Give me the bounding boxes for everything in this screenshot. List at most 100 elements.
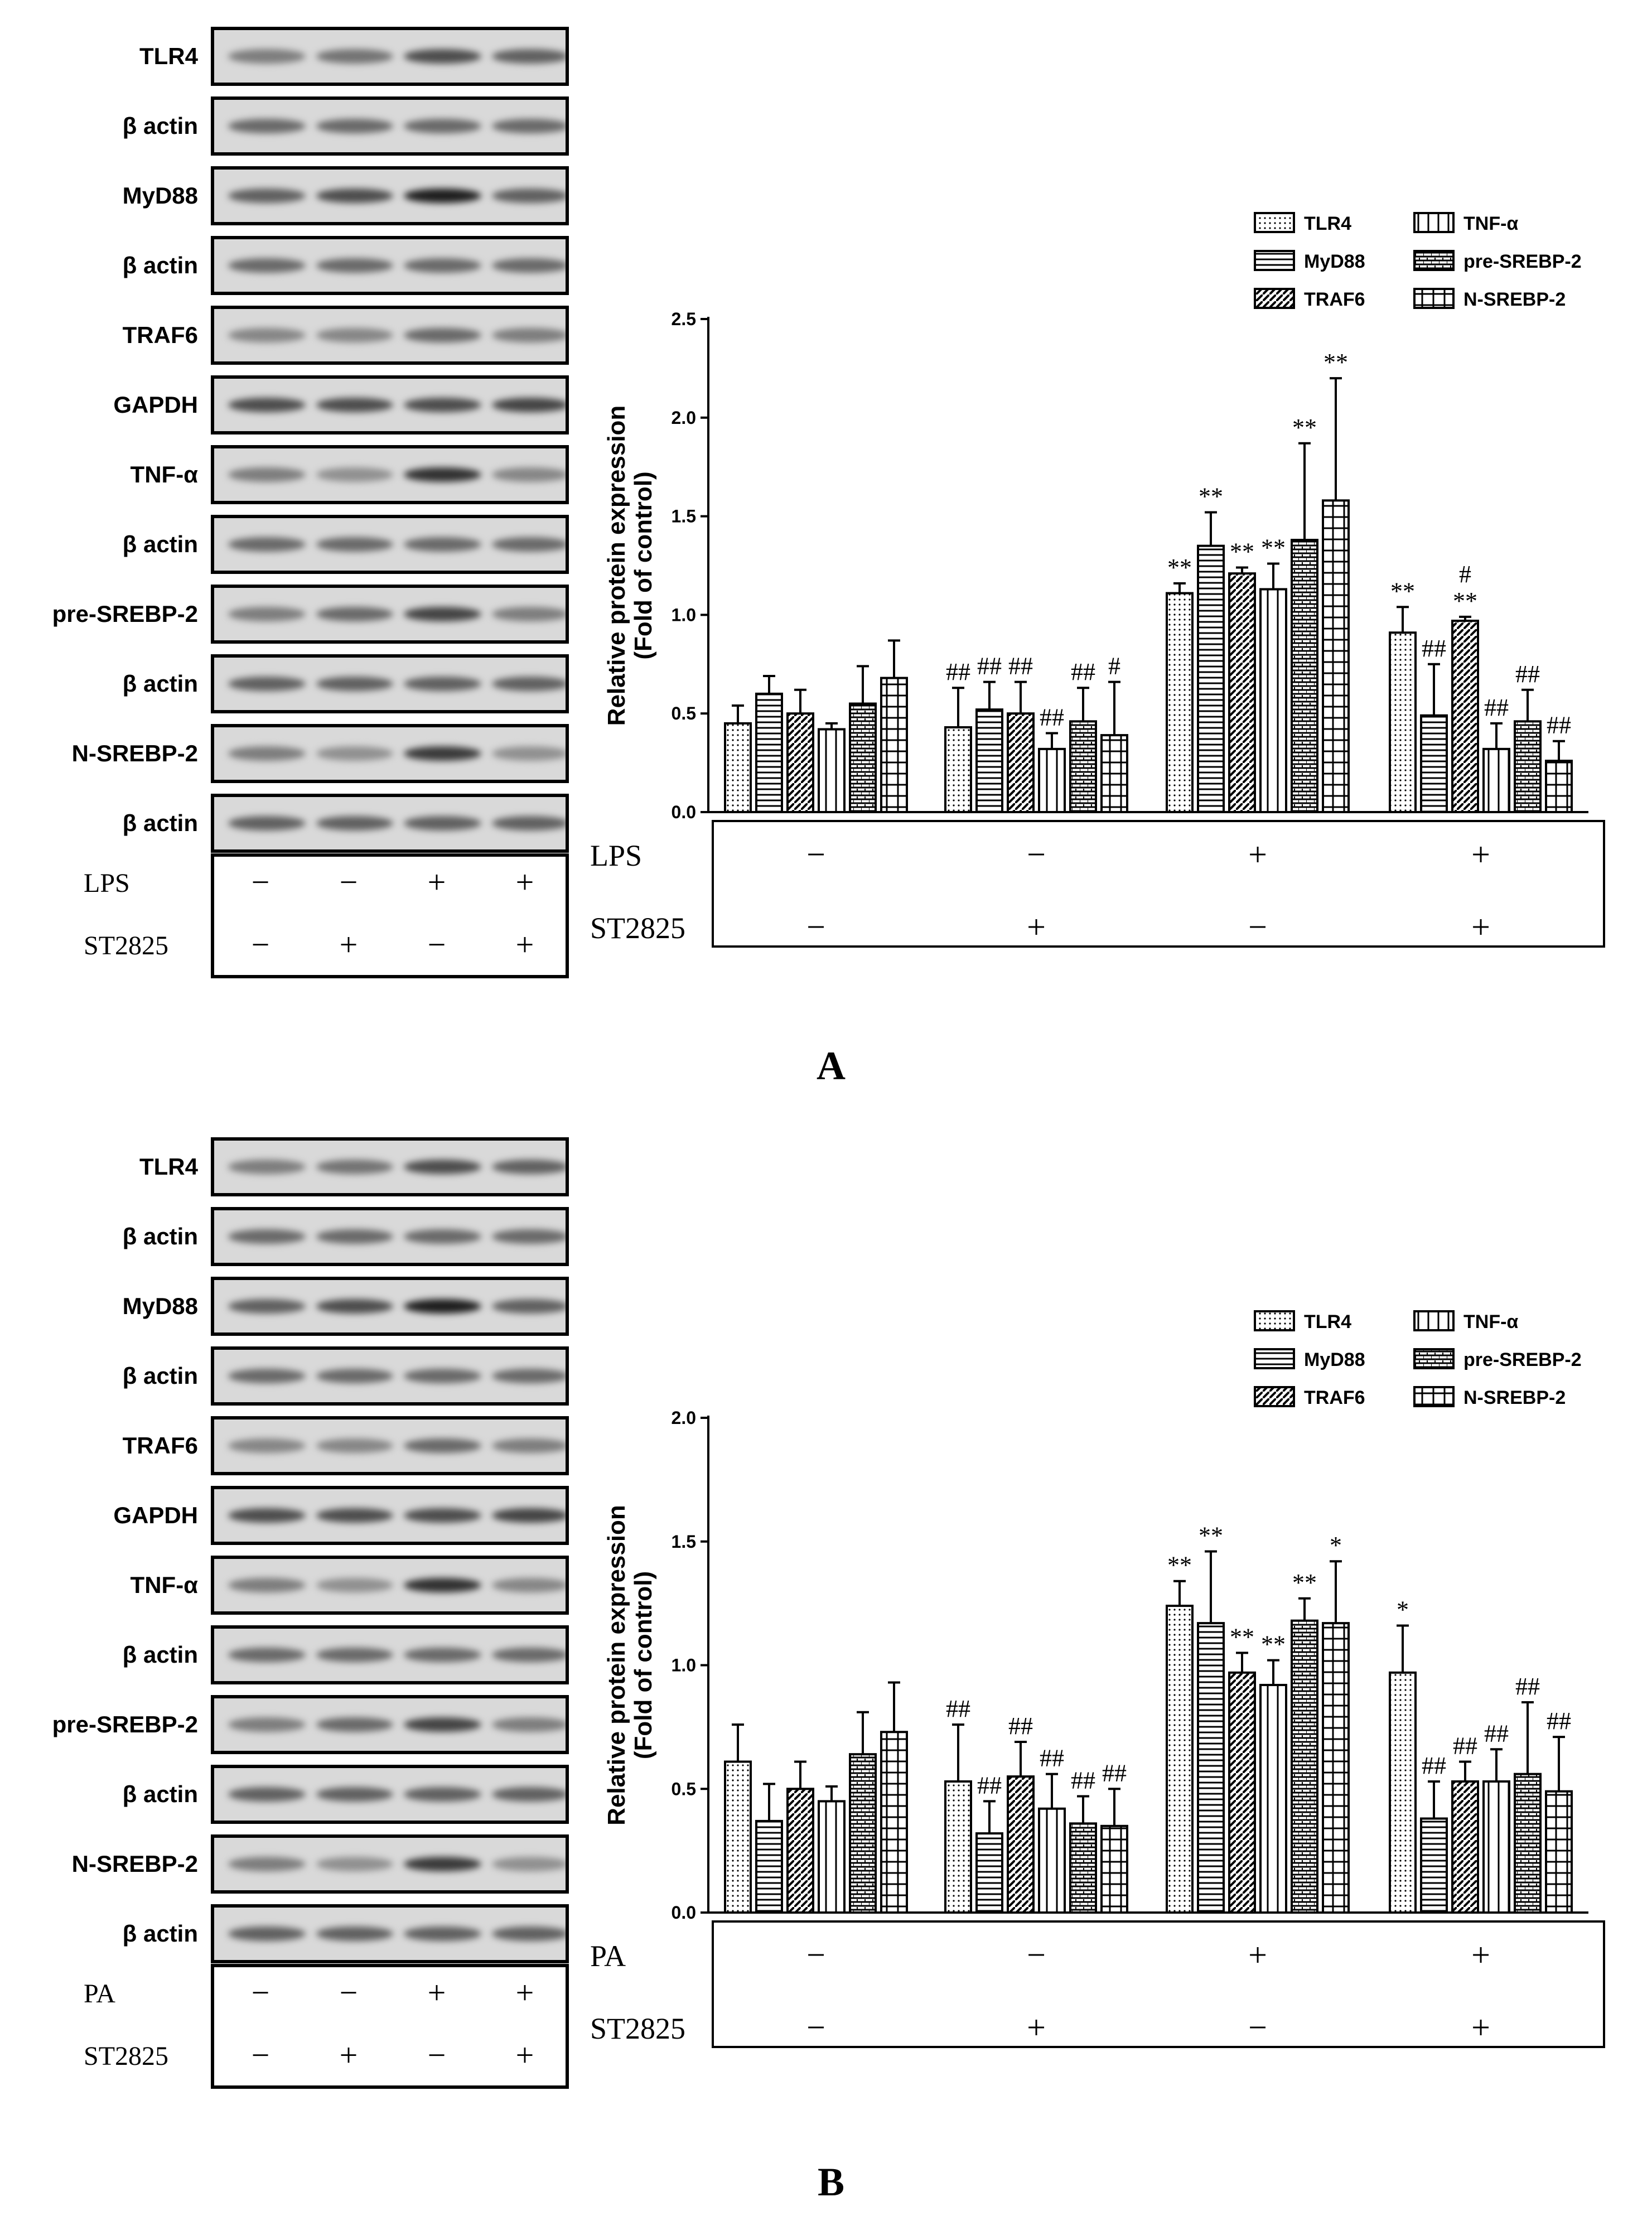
blot-row: TLR4 (0, 1136, 580, 1198)
bar (1420, 714, 1448, 813)
blot-band (316, 1647, 394, 1663)
significance-mark: # (1459, 561, 1471, 588)
significance-mark: ** (1167, 554, 1192, 581)
blot-band (404, 1229, 481, 1244)
significance-mark: ** (1292, 414, 1317, 441)
blot-band (491, 1229, 566, 1244)
blot-band (404, 1298, 481, 1314)
blot-row: N-SREBP-2 (0, 722, 580, 785)
blot-band (404, 397, 481, 413)
bar (944, 726, 972, 814)
legend-swatch (1254, 288, 1295, 309)
blot-band (404, 188, 481, 204)
blot-band (228, 606, 306, 622)
y-tick-label: 2.0 (672, 1408, 696, 1428)
bar (1166, 592, 1194, 814)
panel-letter: B (817, 2160, 845, 2204)
blot-row: β actin (0, 513, 580, 576)
blot-band (316, 1229, 394, 1244)
y-tick-label: 2.5 (672, 309, 696, 329)
blot-band (316, 1856, 394, 1872)
figure-panel-b: TLR4 β actin MyD88 β actin TRAF6 GAPDH TNF-α β … (0, 1110, 1652, 2221)
bar (1259, 1683, 1287, 1914)
blot-band (228, 327, 306, 343)
blot-label: β actin (122, 1223, 198, 1249)
significance-mark: ## (1040, 704, 1064, 731)
y-axis-label: (Fold of control) (630, 1571, 657, 1759)
treatment-label: ST2825 (84, 931, 169, 960)
blot-band (316, 1508, 394, 1523)
blot-band (228, 49, 306, 64)
blot-band (228, 1438, 306, 1454)
blot-band (491, 1856, 566, 1872)
blot-image (211, 1625, 569, 1684)
treatment-sign: + (515, 1974, 534, 2011)
legend-swatch (1413, 1386, 1455, 1407)
blot-band (491, 1787, 566, 1802)
blot-band (491, 1647, 566, 1663)
blot-band (404, 1926, 481, 1942)
treatment-sign: + (339, 2037, 358, 2073)
treatment-table (211, 1964, 569, 2089)
blot-band (228, 397, 306, 413)
condition-table: LPS − − + + ST2825 − + − + (590, 820, 1605, 948)
bar (880, 677, 908, 813)
blot-band (228, 258, 306, 273)
legend-swatch (1413, 1310, 1455, 1331)
y-axis-label: Relative protein expression (603, 405, 630, 726)
blot-band (404, 815, 481, 831)
treatment-sign: − (251, 864, 270, 900)
legend-swatch (1254, 1310, 1295, 1331)
significance-mark: ** (1261, 534, 1286, 561)
legend: TLR4 MyD88 TRAF6 TNF-α pre-SREBP-2 N-SREBP-2 (1254, 1310, 1582, 1408)
blot-image (211, 585, 569, 644)
blot-label: TRAF6 (122, 1432, 198, 1459)
significance-mark: ## (1453, 1732, 1477, 1759)
blot-row: β actin (0, 234, 580, 297)
blot-band (404, 1438, 481, 1454)
blot-image (211, 445, 569, 504)
treatment-sign: − (339, 1974, 358, 2011)
bar-chart-b: 0.0 0.5 1.0 1.5 2.0 Relative protein expressi… (590, 1310, 1605, 2048)
panel-letter: A (817, 1044, 846, 1088)
bar (1451, 620, 1479, 814)
bar-chart-a: 0.0 0.5 1.0 1.5 2.0 2.5 Relative protein expre… (590, 212, 1605, 948)
blot-label: TNF-α (130, 1572, 198, 1598)
blot-band (404, 1717, 481, 1732)
blot-band (228, 1647, 306, 1663)
condition-sign: + (1248, 1937, 1267, 1973)
western-blot-column: TLR4 β actin MyD88 β actin TRAF6 GAPDH TNF-α β … (0, 1110, 580, 2221)
condition-sign: − (806, 2009, 825, 2046)
blot-label: β actin (122, 1781, 198, 1807)
treatment-sign: − (427, 926, 446, 963)
blot-label: N-SREBP-2 (71, 1851, 198, 1877)
blot-label: TNF-α (130, 461, 198, 487)
condition-sign: − (806, 909, 825, 945)
blot-image (211, 1346, 569, 1406)
blot-label: N-SREBP-2 (71, 740, 198, 766)
blot-band (491, 467, 566, 482)
blot-label: GAPDH (113, 1502, 198, 1528)
blot-band (228, 1298, 306, 1314)
blot-label: β actin (122, 252, 198, 278)
significance-mark: ** (1199, 483, 1223, 510)
legend-label: MyD88 (1304, 1349, 1365, 1370)
bar (1259, 588, 1287, 813)
blot-band (316, 1787, 394, 1802)
significance-mark: ** (1292, 1569, 1317, 1596)
significance-mark: ** (1390, 577, 1415, 605)
condition-sign: + (1471, 836, 1490, 873)
figure-panel-a: TLR4 β actin MyD88 β actin TRAF6 GAPDH TNF-α β … (0, 0, 1652, 1110)
condition-table-box (712, 820, 1605, 948)
bar (755, 692, 783, 813)
blot-band (404, 258, 481, 273)
blot-band (491, 1159, 566, 1175)
blot-band (491, 327, 566, 343)
bar (1451, 1780, 1479, 1914)
blot-label: TLR4 (139, 1153, 198, 1180)
blot-band (228, 1508, 306, 1523)
blot-row: TLR4 (0, 25, 580, 88)
plot-area: 0.0 0.5 1.0 1.5 2.0 2.5 Relative protein expre… (603, 309, 1588, 822)
condition-table: PA − − + + ST2825 − + − + (590, 1920, 1605, 2048)
blot-image (211, 166, 569, 225)
